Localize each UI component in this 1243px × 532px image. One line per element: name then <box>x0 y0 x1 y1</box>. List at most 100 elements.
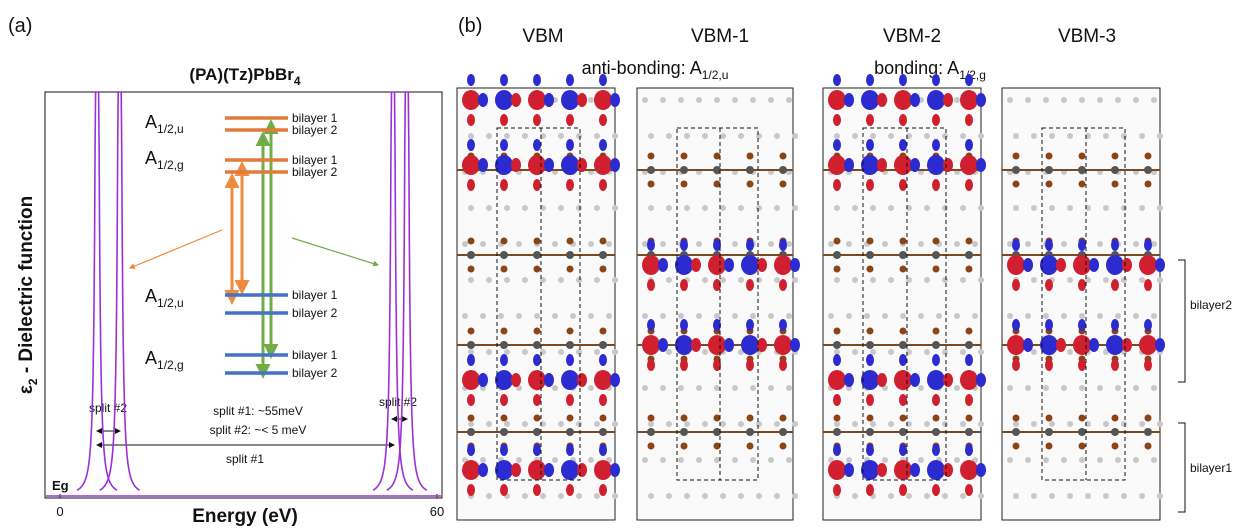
atom <box>1115 313 1121 319</box>
atom <box>960 277 966 283</box>
atom <box>942 277 948 283</box>
lobe <box>866 484 874 496</box>
atom <box>906 493 912 499</box>
pb <box>899 341 907 349</box>
atom <box>702 349 708 355</box>
lobe <box>500 444 508 456</box>
atom <box>486 349 492 355</box>
lobe <box>779 359 787 371</box>
lobe <box>708 255 726 275</box>
atom <box>978 205 984 211</box>
atom <box>468 421 474 427</box>
br <box>1045 180 1053 188</box>
atom <box>888 349 894 355</box>
lobe <box>511 158 521 172</box>
atom <box>1067 133 1073 139</box>
atom <box>918 241 924 247</box>
lobe <box>779 279 787 291</box>
bracket-label: bilayer2 <box>1190 298 1232 312</box>
lobe <box>866 394 874 406</box>
atom <box>756 421 762 427</box>
lobe <box>566 139 574 151</box>
atom <box>786 313 792 319</box>
atom <box>552 241 558 247</box>
br <box>713 414 721 422</box>
atom <box>774 205 780 211</box>
pb <box>833 341 841 349</box>
atom <box>1079 457 1085 463</box>
pb <box>833 251 841 259</box>
pb <box>1111 166 1119 174</box>
lobe <box>899 114 907 126</box>
lobe <box>1122 338 1132 352</box>
atom <box>576 421 582 427</box>
br <box>932 327 940 335</box>
unit-cell <box>496 127 581 481</box>
atom <box>702 493 708 499</box>
atom <box>612 133 618 139</box>
lobe <box>746 359 754 371</box>
atom <box>978 277 984 283</box>
atom <box>1025 385 1031 391</box>
pb <box>599 428 607 436</box>
lobe <box>533 139 541 151</box>
lobe <box>1073 335 1091 355</box>
atom <box>486 133 492 139</box>
atom <box>468 349 474 355</box>
lobe <box>544 463 554 477</box>
br <box>1144 180 1152 188</box>
atom <box>558 349 564 355</box>
br <box>680 442 688 450</box>
atom <box>522 205 528 211</box>
atom <box>558 493 564 499</box>
atom <box>852 493 858 499</box>
lobe <box>544 93 554 107</box>
lobe <box>462 90 480 110</box>
lobe <box>943 93 953 107</box>
br <box>866 327 874 335</box>
atom <box>666 349 672 355</box>
atom <box>768 97 774 103</box>
state-label: A1/2,u <box>145 286 184 310</box>
atom <box>1013 493 1019 499</box>
atom <box>1031 277 1037 283</box>
br <box>1078 180 1086 188</box>
lobe <box>1040 255 1058 275</box>
lobe <box>478 158 488 172</box>
atom <box>660 241 666 247</box>
lobe <box>566 179 574 191</box>
lobe <box>899 74 907 86</box>
pb <box>746 166 754 174</box>
atom <box>732 313 738 319</box>
atom <box>1151 385 1157 391</box>
lobe <box>647 319 655 331</box>
atom <box>924 493 930 499</box>
atom <box>576 205 582 211</box>
lobe <box>976 463 986 477</box>
level-label: bilayer 1 <box>292 288 338 302</box>
br <box>1045 414 1053 422</box>
atom <box>918 457 924 463</box>
atom <box>846 241 852 247</box>
atom <box>1031 493 1037 499</box>
note: split #2: ~< 5 meV <box>210 423 307 437</box>
atom <box>954 97 960 103</box>
orbital-panel <box>822 74 986 521</box>
lobe <box>932 179 940 191</box>
lobe <box>833 444 841 456</box>
atom <box>960 133 966 139</box>
lobe <box>757 338 767 352</box>
atom <box>924 133 930 139</box>
atom <box>696 241 702 247</box>
pb <box>965 341 973 349</box>
unit-cell <box>862 127 947 481</box>
lobe <box>566 394 574 406</box>
atom <box>570 313 576 319</box>
lobe <box>533 394 541 406</box>
atom <box>552 385 558 391</box>
atom <box>678 385 684 391</box>
br <box>899 327 907 335</box>
bracket-label: bilayer1 <box>1190 461 1232 475</box>
split-label: split #2 <box>89 401 127 415</box>
atom <box>852 349 858 355</box>
